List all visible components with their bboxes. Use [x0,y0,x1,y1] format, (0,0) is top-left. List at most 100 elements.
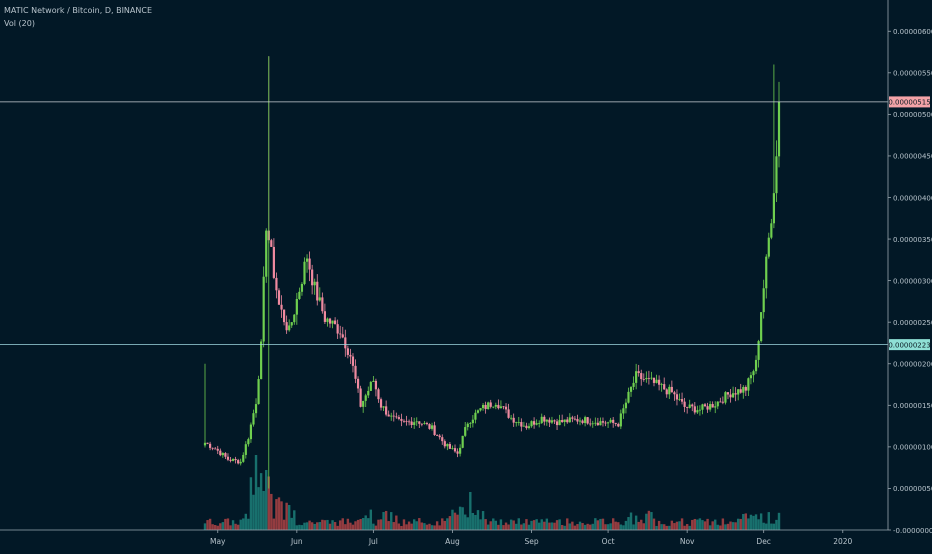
candle-body [507,409,510,418]
volume-bar [492,518,495,530]
candle-body [260,341,263,380]
volume-bar [249,477,253,530]
y-tick-label: 0.00000200 [893,361,932,369]
volume-bar [231,520,235,530]
candle-body [214,448,217,450]
volume-bar [606,524,610,530]
candle-body [229,459,232,461]
volume-indicator-label[interactable]: Vol (20) [4,19,35,28]
candle-body [321,297,324,312]
volume-bar [571,521,574,530]
candle-body [211,447,214,449]
candle-body [300,283,304,292]
x-tick-label: Aug [445,537,460,546]
volume-bar [474,514,477,530]
candle-body [522,425,525,427]
candle-body [436,435,439,436]
candle-body [334,320,337,325]
volume-bar [229,525,232,530]
volume-bar [624,520,628,530]
volume-bar [637,521,640,530]
volume-bar [410,523,413,530]
volume-bar [627,517,630,530]
volume-bar [665,525,668,530]
volume-bar [305,522,309,530]
volume-bar [678,521,681,530]
volume-bar [458,506,462,530]
candle-body [433,425,436,436]
volume-bar [418,518,421,530]
candle-body [308,258,311,270]
candle-body [216,448,219,451]
volume-bar [242,518,245,530]
candle-body [525,425,528,429]
volume-bar [441,518,444,530]
volume-bar [537,522,541,530]
y-tick-label: 0.00000400 [893,194,932,202]
volume-bar [272,518,276,530]
volume-bar [714,519,717,530]
volume-bar [425,524,429,530]
candle-body [397,417,400,419]
volume-bar [596,520,600,530]
candle-body [517,422,520,423]
y-tick-label: 0.00000150 [893,402,932,410]
candle-body [619,413,622,427]
volume-bar [619,524,623,530]
candle-body [448,444,452,449]
candle-body [703,404,707,407]
candle-body [221,453,224,456]
candle-body [584,417,587,424]
candle-body [548,419,551,423]
candle-body [606,422,610,424]
volume-bar [277,497,281,530]
candle-body [311,269,314,286]
volume-bar [341,518,344,530]
volume-bar [573,525,577,530]
volume-bar [759,513,763,530]
candle-body [719,401,722,403]
volume-bar [688,525,691,530]
volume-bar [721,518,725,530]
x-tick-label: Oct [602,537,615,546]
y-tick-label: 0.00000250 [893,319,932,327]
candle-body [425,423,429,425]
volume-bar [731,522,735,530]
volume-bar [236,524,240,530]
volume-bar [744,513,748,530]
candle-body [209,443,212,448]
candle-body [721,401,724,403]
volume-bar [430,525,434,530]
volume-bar [668,525,671,530]
volume-bar [471,512,475,530]
volume-bar [675,521,679,530]
volume-bar [589,524,592,530]
symbol-title[interactable]: MATIC Network / Bitcoin, D, BINANCE [4,6,153,15]
volume-bar [609,523,612,530]
candle-body [601,421,605,423]
candle-body [632,382,635,387]
candle-body [716,401,719,407]
candle-body [489,402,492,407]
candle-body [479,408,482,411]
volume-bar [647,510,651,530]
volume-bar [476,510,480,530]
candle-body [515,422,518,424]
volume-bar [328,523,332,530]
volume-bar [420,522,424,530]
volume-bar [316,522,319,530]
y-tick-label: 0.00000100 [893,444,932,452]
volume-bar [390,512,393,530]
volume-bar [244,513,248,530]
volume-bar [361,518,365,530]
volume-bar [576,524,579,530]
candle-body [461,435,464,448]
volume-bar [504,522,508,530]
volume-bar [708,525,712,530]
volume-bar [423,523,426,530]
candle-body [709,404,712,410]
volume-bar [558,519,561,530]
candle-body [254,404,258,414]
